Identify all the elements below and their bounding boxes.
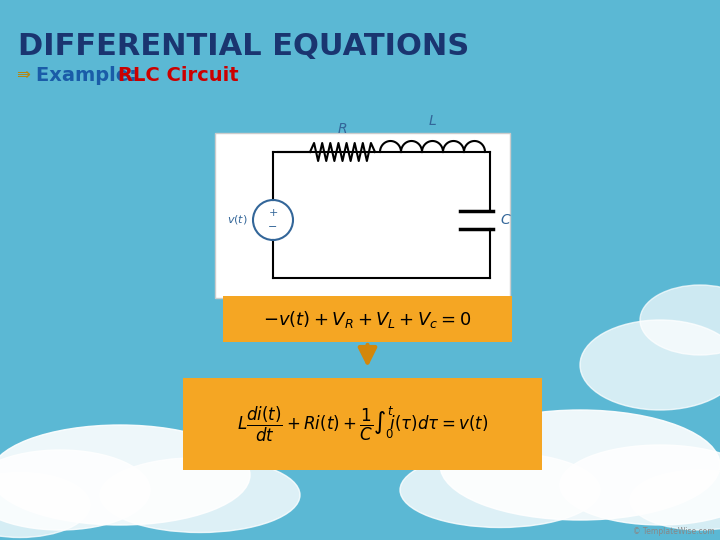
Text: $L\dfrac{di(t)}{dt}+Ri(t)+\dfrac{1}{C}\int_0^{t}\!i(\tau)d\tau=v(t)$: $L\dfrac{di(t)}{dt}+Ri(t)+\dfrac{1}{C}\i… bbox=[237, 404, 488, 443]
Text: R: R bbox=[338, 122, 347, 136]
Ellipse shape bbox=[100, 457, 300, 532]
FancyBboxPatch shape bbox=[215, 133, 510, 298]
Text: $v(t)$: $v(t)$ bbox=[228, 213, 248, 226]
Text: +: + bbox=[269, 208, 278, 218]
Ellipse shape bbox=[0, 450, 150, 530]
Text: L: L bbox=[428, 114, 436, 128]
Ellipse shape bbox=[0, 425, 250, 525]
Text: −: − bbox=[269, 222, 278, 232]
Text: © TemplateWise.com: © TemplateWise.com bbox=[634, 527, 715, 536]
Ellipse shape bbox=[400, 453, 600, 528]
Ellipse shape bbox=[640, 285, 720, 355]
Ellipse shape bbox=[0, 472, 90, 537]
Text: DIFFERENTIAL EQUATIONS: DIFFERENTIAL EQUATIONS bbox=[18, 32, 469, 61]
FancyBboxPatch shape bbox=[223, 296, 512, 342]
Ellipse shape bbox=[440, 410, 720, 520]
Text: $-v(t)+V_R+V_L+V_c=0$: $-v(t)+V_R+V_L+V_c=0$ bbox=[264, 308, 472, 329]
FancyBboxPatch shape bbox=[183, 378, 542, 470]
Ellipse shape bbox=[630, 470, 720, 530]
Text: ⇛: ⇛ bbox=[16, 66, 30, 84]
Ellipse shape bbox=[580, 320, 720, 410]
Text: RLC Circuit: RLC Circuit bbox=[118, 66, 238, 85]
Ellipse shape bbox=[560, 445, 720, 525]
Text: Example:: Example: bbox=[36, 66, 143, 85]
Text: C: C bbox=[500, 213, 510, 227]
